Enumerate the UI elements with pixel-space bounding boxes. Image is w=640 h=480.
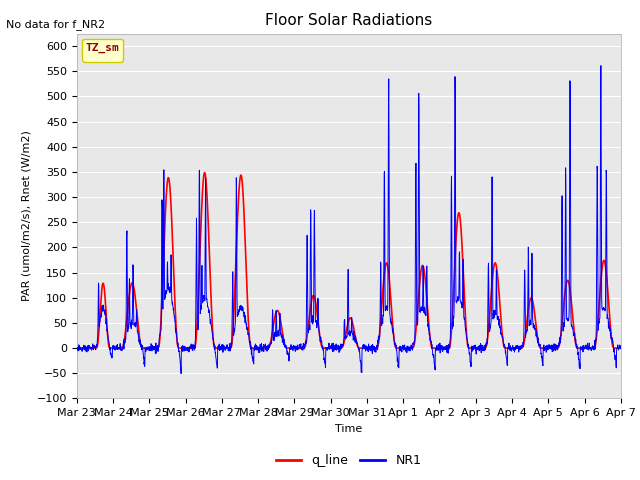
Text: No data for f_NR2: No data for f_NR2 — [6, 19, 106, 30]
Title: Floor Solar Radiations: Floor Solar Radiations — [265, 13, 433, 28]
X-axis label: Time: Time — [335, 424, 362, 433]
Legend: q_line, NR1: q_line, NR1 — [271, 449, 426, 472]
Y-axis label: PAR (umol/m2/s), Rnet (W/m2): PAR (umol/m2/s), Rnet (W/m2) — [21, 131, 31, 301]
